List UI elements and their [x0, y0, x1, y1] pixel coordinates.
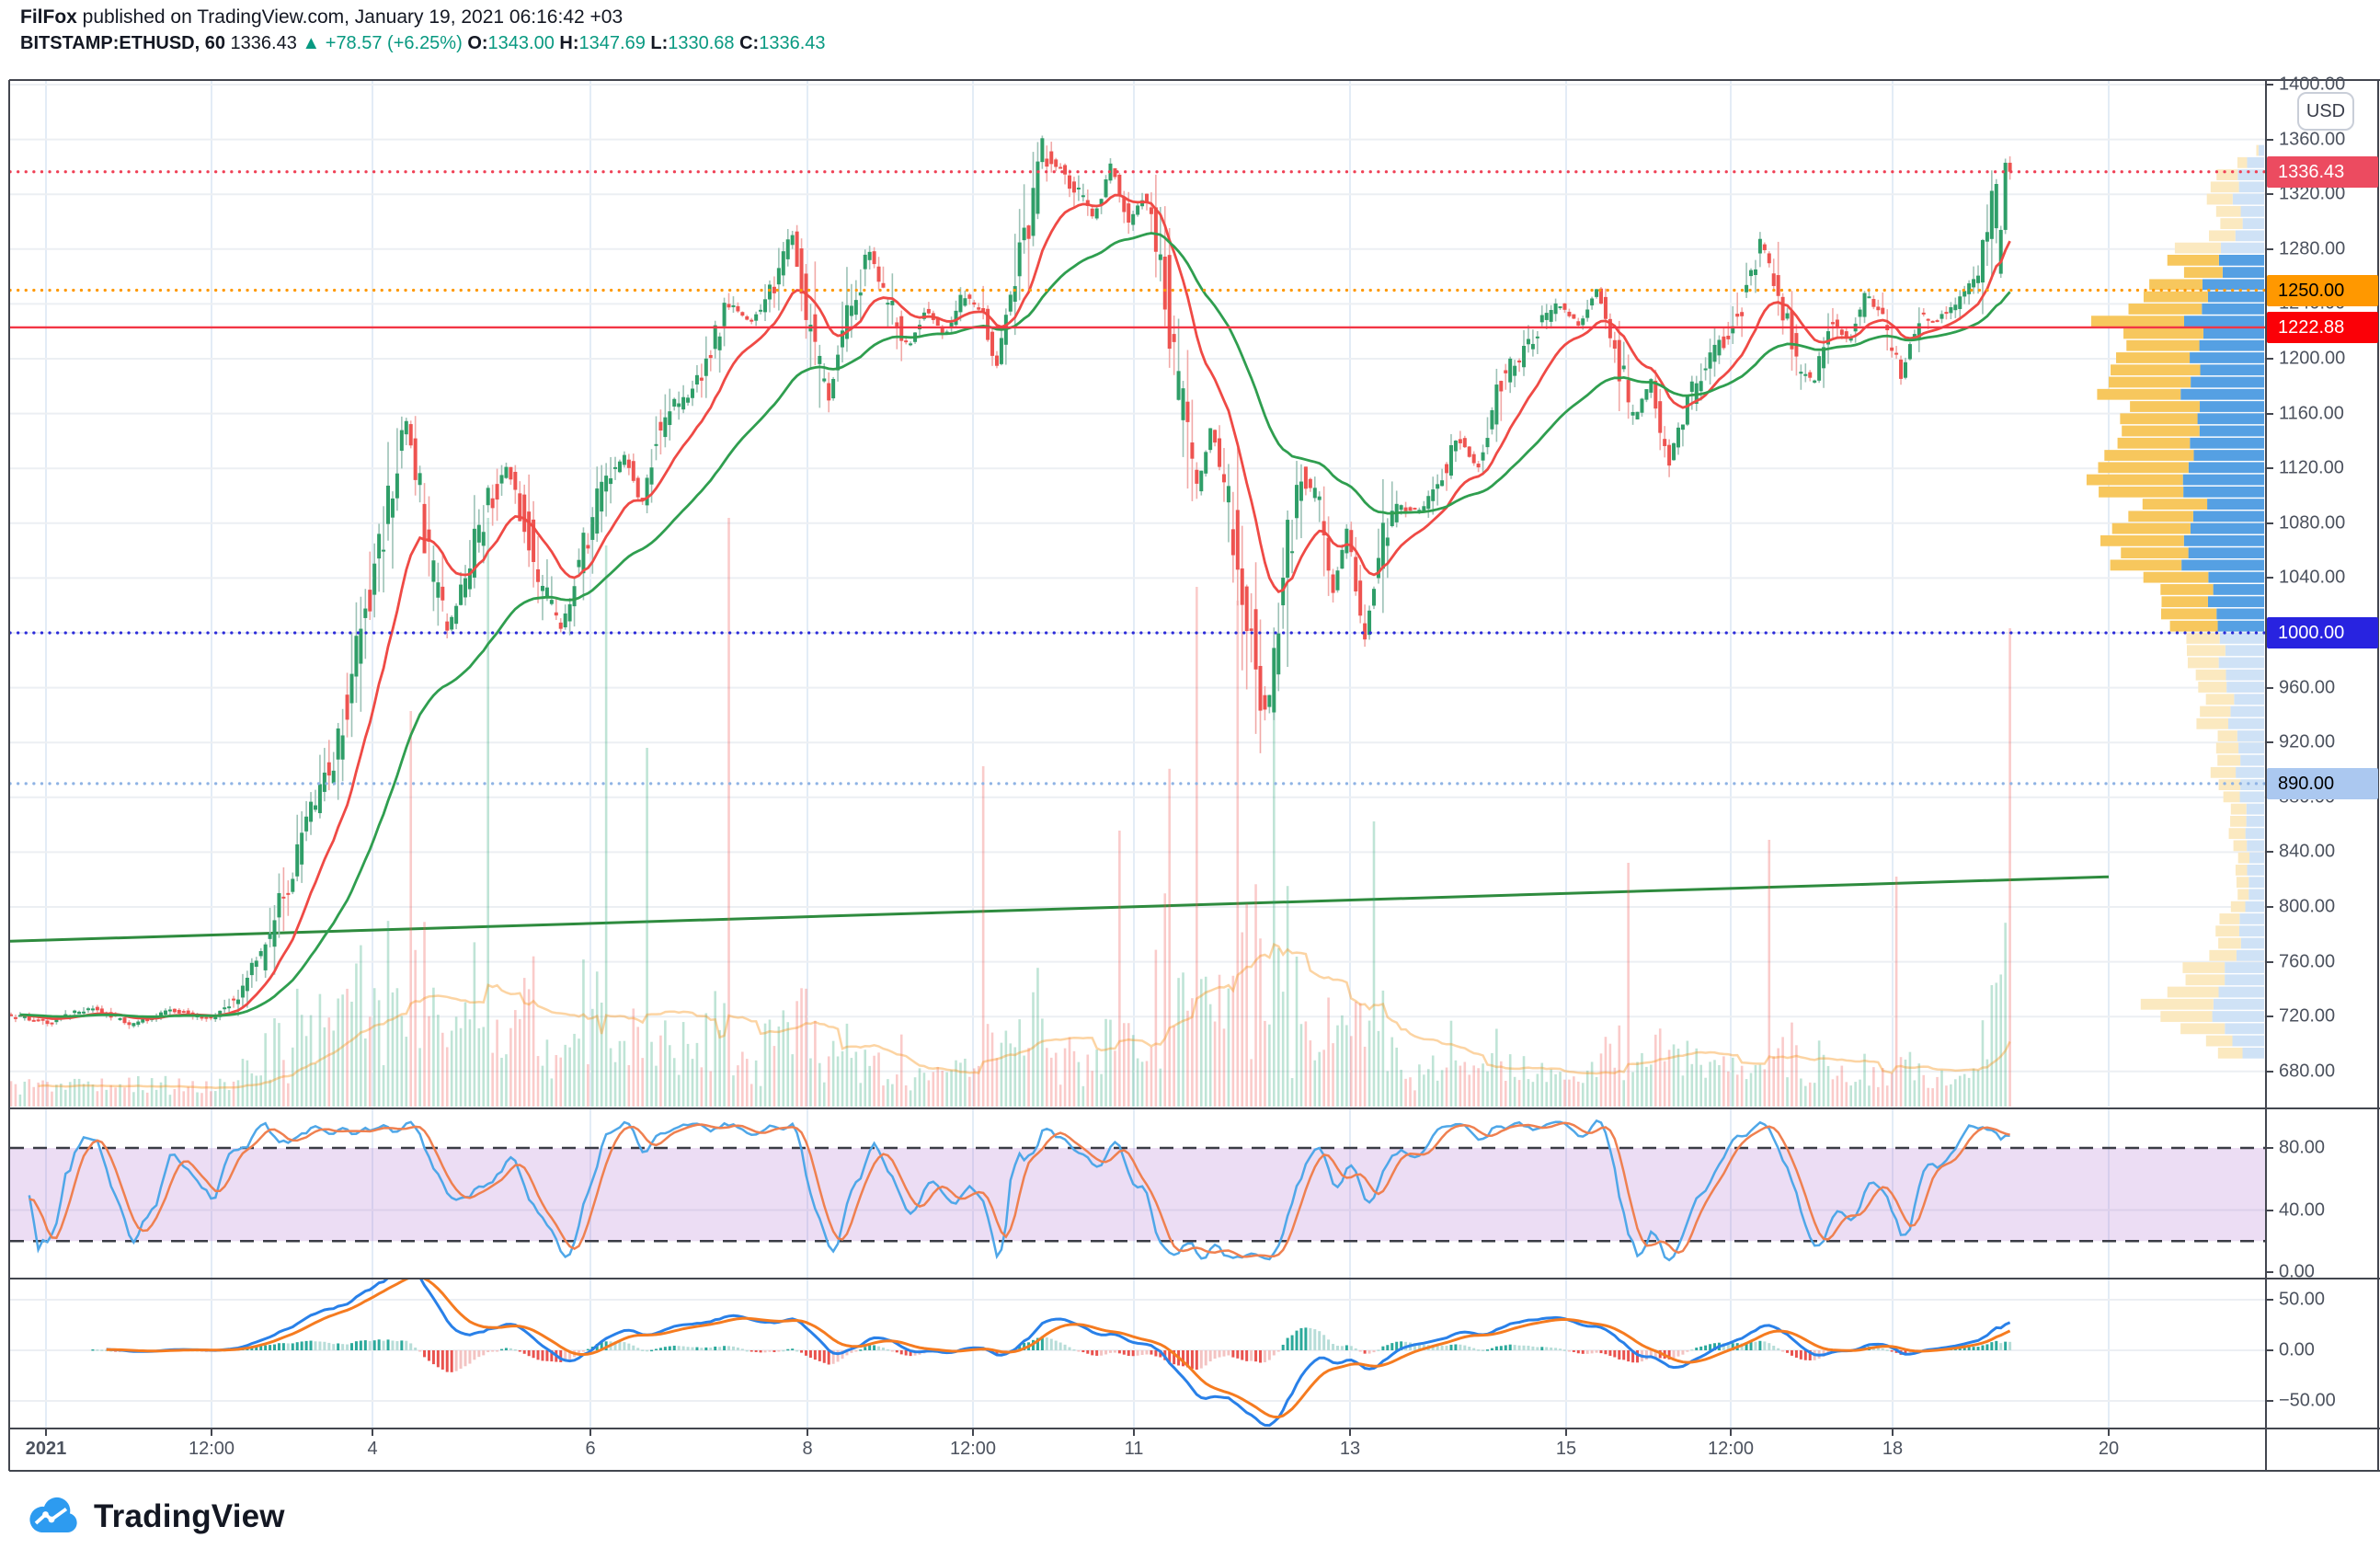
- symbol-info-segment: 1347.69: [578, 33, 646, 53]
- price-level-badge: 1336.43: [2267, 155, 2378, 188]
- axis-tick: [2265, 247, 2273, 250]
- macd-histogram: [91, 1327, 2012, 1372]
- price-level-badge: 1250.00: [2267, 274, 2378, 306]
- volume-histogram: [10, 518, 2011, 1107]
- price-scale-label: 1200.00: [2279, 348, 2346, 369]
- axis-tick: [2265, 1015, 2273, 1018]
- footer: TradingView: [26, 1490, 285, 1543]
- time-scale-axis[interactable]: 2021 12:00 4 6 8 12:00 11 13 15 12:00 18 20: [0, 1429, 2380, 1471]
- publish-line: FilFox published on TradingView.com, Jan…: [20, 6, 826, 29]
- ema-line-16: [19, 193, 2011, 1020]
- price-scale-label: 1320.00: [2279, 183, 2346, 204]
- price-level-badge: 1000.00: [2267, 617, 2378, 648]
- stochastic-scale-label: 40.00: [2279, 1199, 2326, 1220]
- currency-unit-button[interactable]: USD: [2297, 92, 2354, 131]
- axis-tick: [2265, 1400, 2273, 1402]
- price-pane-layer: [10, 135, 2265, 1107]
- macd-scale-label: 50.00: [2279, 1289, 2326, 1310]
- price-scale-label: 720.00: [2279, 1005, 2336, 1027]
- price-scale-label: 1280.00: [2279, 238, 2346, 259]
- header: FilFox published on TradingView.com, Jan…: [20, 6, 826, 55]
- symbol-info-segment: 1343.00: [487, 33, 555, 53]
- symbol-info-segment: O:: [462, 33, 488, 53]
- symbol-info-segment: ▲ +78.57 (+6.25%): [302, 33, 463, 53]
- axis-tick: [2265, 193, 2273, 196]
- axis-tick: [2265, 1349, 2273, 1351]
- symbol-info-segment: L:: [645, 33, 669, 53]
- price-scale-label: 1360.00: [2279, 129, 2346, 150]
- price-scale-label: 960.00: [2279, 677, 2336, 698]
- axis-tick: [2265, 577, 2273, 579]
- axis-tick: [2265, 522, 2273, 524]
- price-scale-label: 1120.00: [2279, 457, 2344, 478]
- macd-scale-label: 0.00: [2279, 1339, 2315, 1360]
- gridlines-layer: [10, 81, 2265, 1428]
- symbol-info-segment: H:: [554, 33, 579, 53]
- trendline[interactable]: [10, 875, 2110, 943]
- macd-pane-layer: [91, 1279, 2012, 1428]
- symbol-info-segment: BITSTAMP:ETHUSD, 60: [20, 33, 225, 53]
- axis-tick: [2265, 1271, 2273, 1273]
- time-scale-label: 12:00: [949, 1439, 997, 1459]
- time-scale-label: 13: [1339, 1439, 1361, 1459]
- time-scale-label: 8: [802, 1439, 813, 1459]
- stochastic-d-line: [29, 1121, 2010, 1258]
- price-scale-label: 920.00: [2279, 731, 2336, 752]
- time-scale-label: 11: [1124, 1439, 1144, 1459]
- axis-tick: [2265, 358, 2273, 360]
- time-scale-label: 12:00: [1707, 1439, 1755, 1459]
- price-scale-label: 1160.00: [2279, 403, 2344, 424]
- volume-profile: [2086, 144, 2264, 1059]
- price-scale-label: 840.00: [2279, 841, 2336, 862]
- stochastic-scale-label: 80.00: [2279, 1137, 2326, 1158]
- axis-tick: [2265, 138, 2273, 141]
- price-scale-label: 760.00: [2279, 951, 2336, 972]
- time-scale-label: 15: [1555, 1439, 1577, 1459]
- axis-tick: [2265, 412, 2273, 415]
- price-scale-label: 1040.00: [2279, 567, 2346, 588]
- axis-tick: [2265, 906, 2273, 908]
- price-scale-label: 1400.00: [2279, 74, 2346, 95]
- price-scale-label: 800.00: [2279, 896, 2336, 917]
- borders-layer: [8, 79, 2380, 1472]
- symbol-info-segment: 1336.43: [224, 33, 303, 53]
- ema-line-48: [19, 232, 2011, 1018]
- axis-tick: [2265, 1209, 2273, 1211]
- publish-line-segment: published on TradingView.com, January 19…: [76, 6, 624, 28]
- time-scale-label: 6: [585, 1439, 596, 1459]
- time-scale-label: 2021: [25, 1439, 67, 1459]
- time-scale-label: 20: [2098, 1439, 2120, 1459]
- time-scale-label: 18: [1882, 1439, 1904, 1459]
- axis-tick: [2265, 1070, 2273, 1073]
- tradingview-brand-text[interactable]: TradingView: [94, 1498, 285, 1534]
- axis-tick: [2265, 960, 2273, 963]
- macd-signal-line: [106, 1279, 2011, 1419]
- price-level-badge: 890.00: [2267, 767, 2378, 799]
- stochastic-pane-layer: [10, 1119, 2265, 1262]
- axis-tick: [2265, 1299, 2273, 1301]
- axis-tick: [2265, 467, 2273, 470]
- symbol-info-segment: 1336.43: [759, 33, 826, 53]
- axis-tick: [2265, 741, 2273, 744]
- stochastic-band: [10, 1148, 2265, 1242]
- time-scale-label: 12:00: [188, 1439, 235, 1459]
- price-scale-label: 680.00: [2279, 1061, 2336, 1082]
- symbol-info-segment: C:: [734, 33, 760, 53]
- volume-ma-line: [38, 943, 2011, 1090]
- price-level-badge: 1222.88: [2267, 311, 2378, 343]
- axis-tick: [2265, 1147, 2273, 1149]
- axis-tick: [2265, 686, 2273, 689]
- tradingview-logo-icon[interactable]: [26, 1497, 83, 1537]
- axis-tick: [2265, 84, 2273, 86]
- publish-line-segment: FilFox: [20, 6, 77, 28]
- axis-tick: [2265, 851, 2273, 854]
- macd-scale-label: −50.00: [2279, 1390, 2336, 1411]
- price-scale-label: 1080.00: [2279, 512, 2346, 534]
- symbol-info-segment: 1330.68: [668, 33, 735, 53]
- price-scale-axis[interactable]: USD 1400.001360.001320.001280.001240.001…: [2265, 75, 2380, 1471]
- stochastic-scale-label: 0.00: [2279, 1261, 2315, 1282]
- symbol-info-line: BITSTAMP:ETHUSD, 60 1336.43 ▲ +78.57 (+6…: [20, 32, 826, 55]
- time-scale-label: 4: [367, 1439, 378, 1459]
